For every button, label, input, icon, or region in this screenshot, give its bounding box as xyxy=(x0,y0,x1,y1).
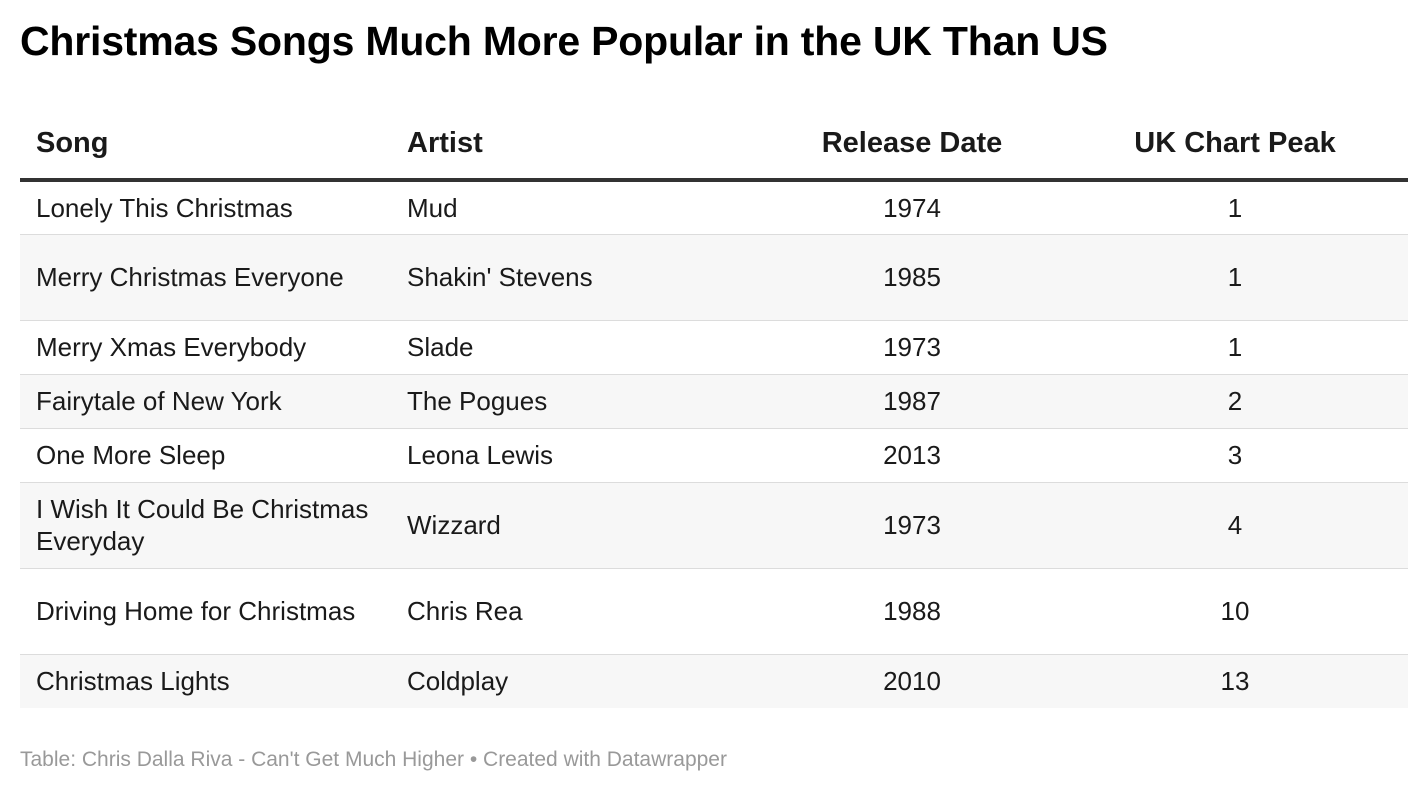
cell-uk-chart-peak: 10 xyxy=(1062,568,1408,655)
column-header-song[interactable]: Song xyxy=(20,108,391,182)
cell-uk-chart-peak: 13 xyxy=(1062,654,1408,708)
cell-song: Driving Home for Christmas xyxy=(20,568,391,655)
cell-song: Merry Christmas Everyone xyxy=(20,234,391,321)
songs-table: Song Artist Release Date UK Chart Peak L… xyxy=(20,108,1408,708)
table-row: Fairytale of New York The Pogues 1987 2 xyxy=(20,374,1408,429)
table-row: Merry Christmas Everyone Shakin' Stevens… xyxy=(20,234,1408,321)
source-footer: Table: Chris Dalla Riva - Can't Get Much… xyxy=(20,748,727,771)
cell-uk-chart-peak: 1 xyxy=(1062,180,1408,235)
cell-song: Fairytale of New York xyxy=(20,374,391,429)
cell-uk-chart-peak: 4 xyxy=(1062,482,1408,569)
table-row: I Wish It Could Be Christmas Everyday Wi… xyxy=(20,482,1408,569)
cell-artist: Leona Lewis xyxy=(391,428,762,483)
cell-uk-chart-peak: 2 xyxy=(1062,374,1408,429)
cell-release-date: 2010 xyxy=(762,654,1062,708)
cell-artist: Shakin' Stevens xyxy=(391,234,762,321)
cell-uk-chart-peak: 1 xyxy=(1062,320,1408,375)
cell-artist: The Pogues xyxy=(391,374,762,429)
cell-release-date: 1973 xyxy=(762,482,1062,569)
table-row: Lonely This Christmas Mud 1974 1 xyxy=(20,180,1408,235)
column-header-artist[interactable]: Artist xyxy=(391,108,762,182)
table-row: Christmas Lights Coldplay 2010 13 xyxy=(20,654,1408,708)
cell-song: I Wish It Could Be Christmas Everyday xyxy=(20,482,391,569)
songs-table-container: Song Artist Release Date UK Chart Peak L… xyxy=(20,108,1408,708)
cell-artist: Wizzard xyxy=(391,482,762,569)
cell-artist: Chris Rea xyxy=(391,568,762,655)
cell-artist: Slade xyxy=(391,320,762,375)
cell-release-date: 1988 xyxy=(762,568,1062,655)
cell-song: Merry Xmas Everybody xyxy=(20,320,391,375)
table-row: Merry Xmas Everybody Slade 1973 1 xyxy=(20,320,1408,375)
table-row: One More Sleep Leona Lewis 2013 3 xyxy=(20,428,1408,483)
cell-song: Lonely This Christmas xyxy=(20,180,391,235)
cell-release-date: 1985 xyxy=(762,234,1062,321)
cell-release-date: 2013 xyxy=(762,428,1062,483)
cell-song: Christmas Lights xyxy=(20,654,391,708)
table-header-row: Song Artist Release Date UK Chart Peak xyxy=(20,108,1408,182)
cell-artist: Mud xyxy=(391,180,762,235)
cell-release-date: 1987 xyxy=(762,374,1062,429)
cell-artist: Coldplay xyxy=(391,654,762,708)
cell-release-date: 1973 xyxy=(762,320,1062,375)
cell-release-date: 1974 xyxy=(762,180,1062,235)
table-row: Driving Home for Christmas Chris Rea 198… xyxy=(20,568,1408,655)
page-title: Christmas Songs Much More Popular in the… xyxy=(20,18,1108,64)
cell-uk-chart-peak: 3 xyxy=(1062,428,1408,483)
cell-uk-chart-peak: 1 xyxy=(1062,234,1408,321)
column-header-uk-chart-peak[interactable]: UK Chart Peak xyxy=(1062,108,1408,182)
cell-song: One More Sleep xyxy=(20,428,391,483)
column-header-release-date[interactable]: Release Date xyxy=(762,108,1062,182)
